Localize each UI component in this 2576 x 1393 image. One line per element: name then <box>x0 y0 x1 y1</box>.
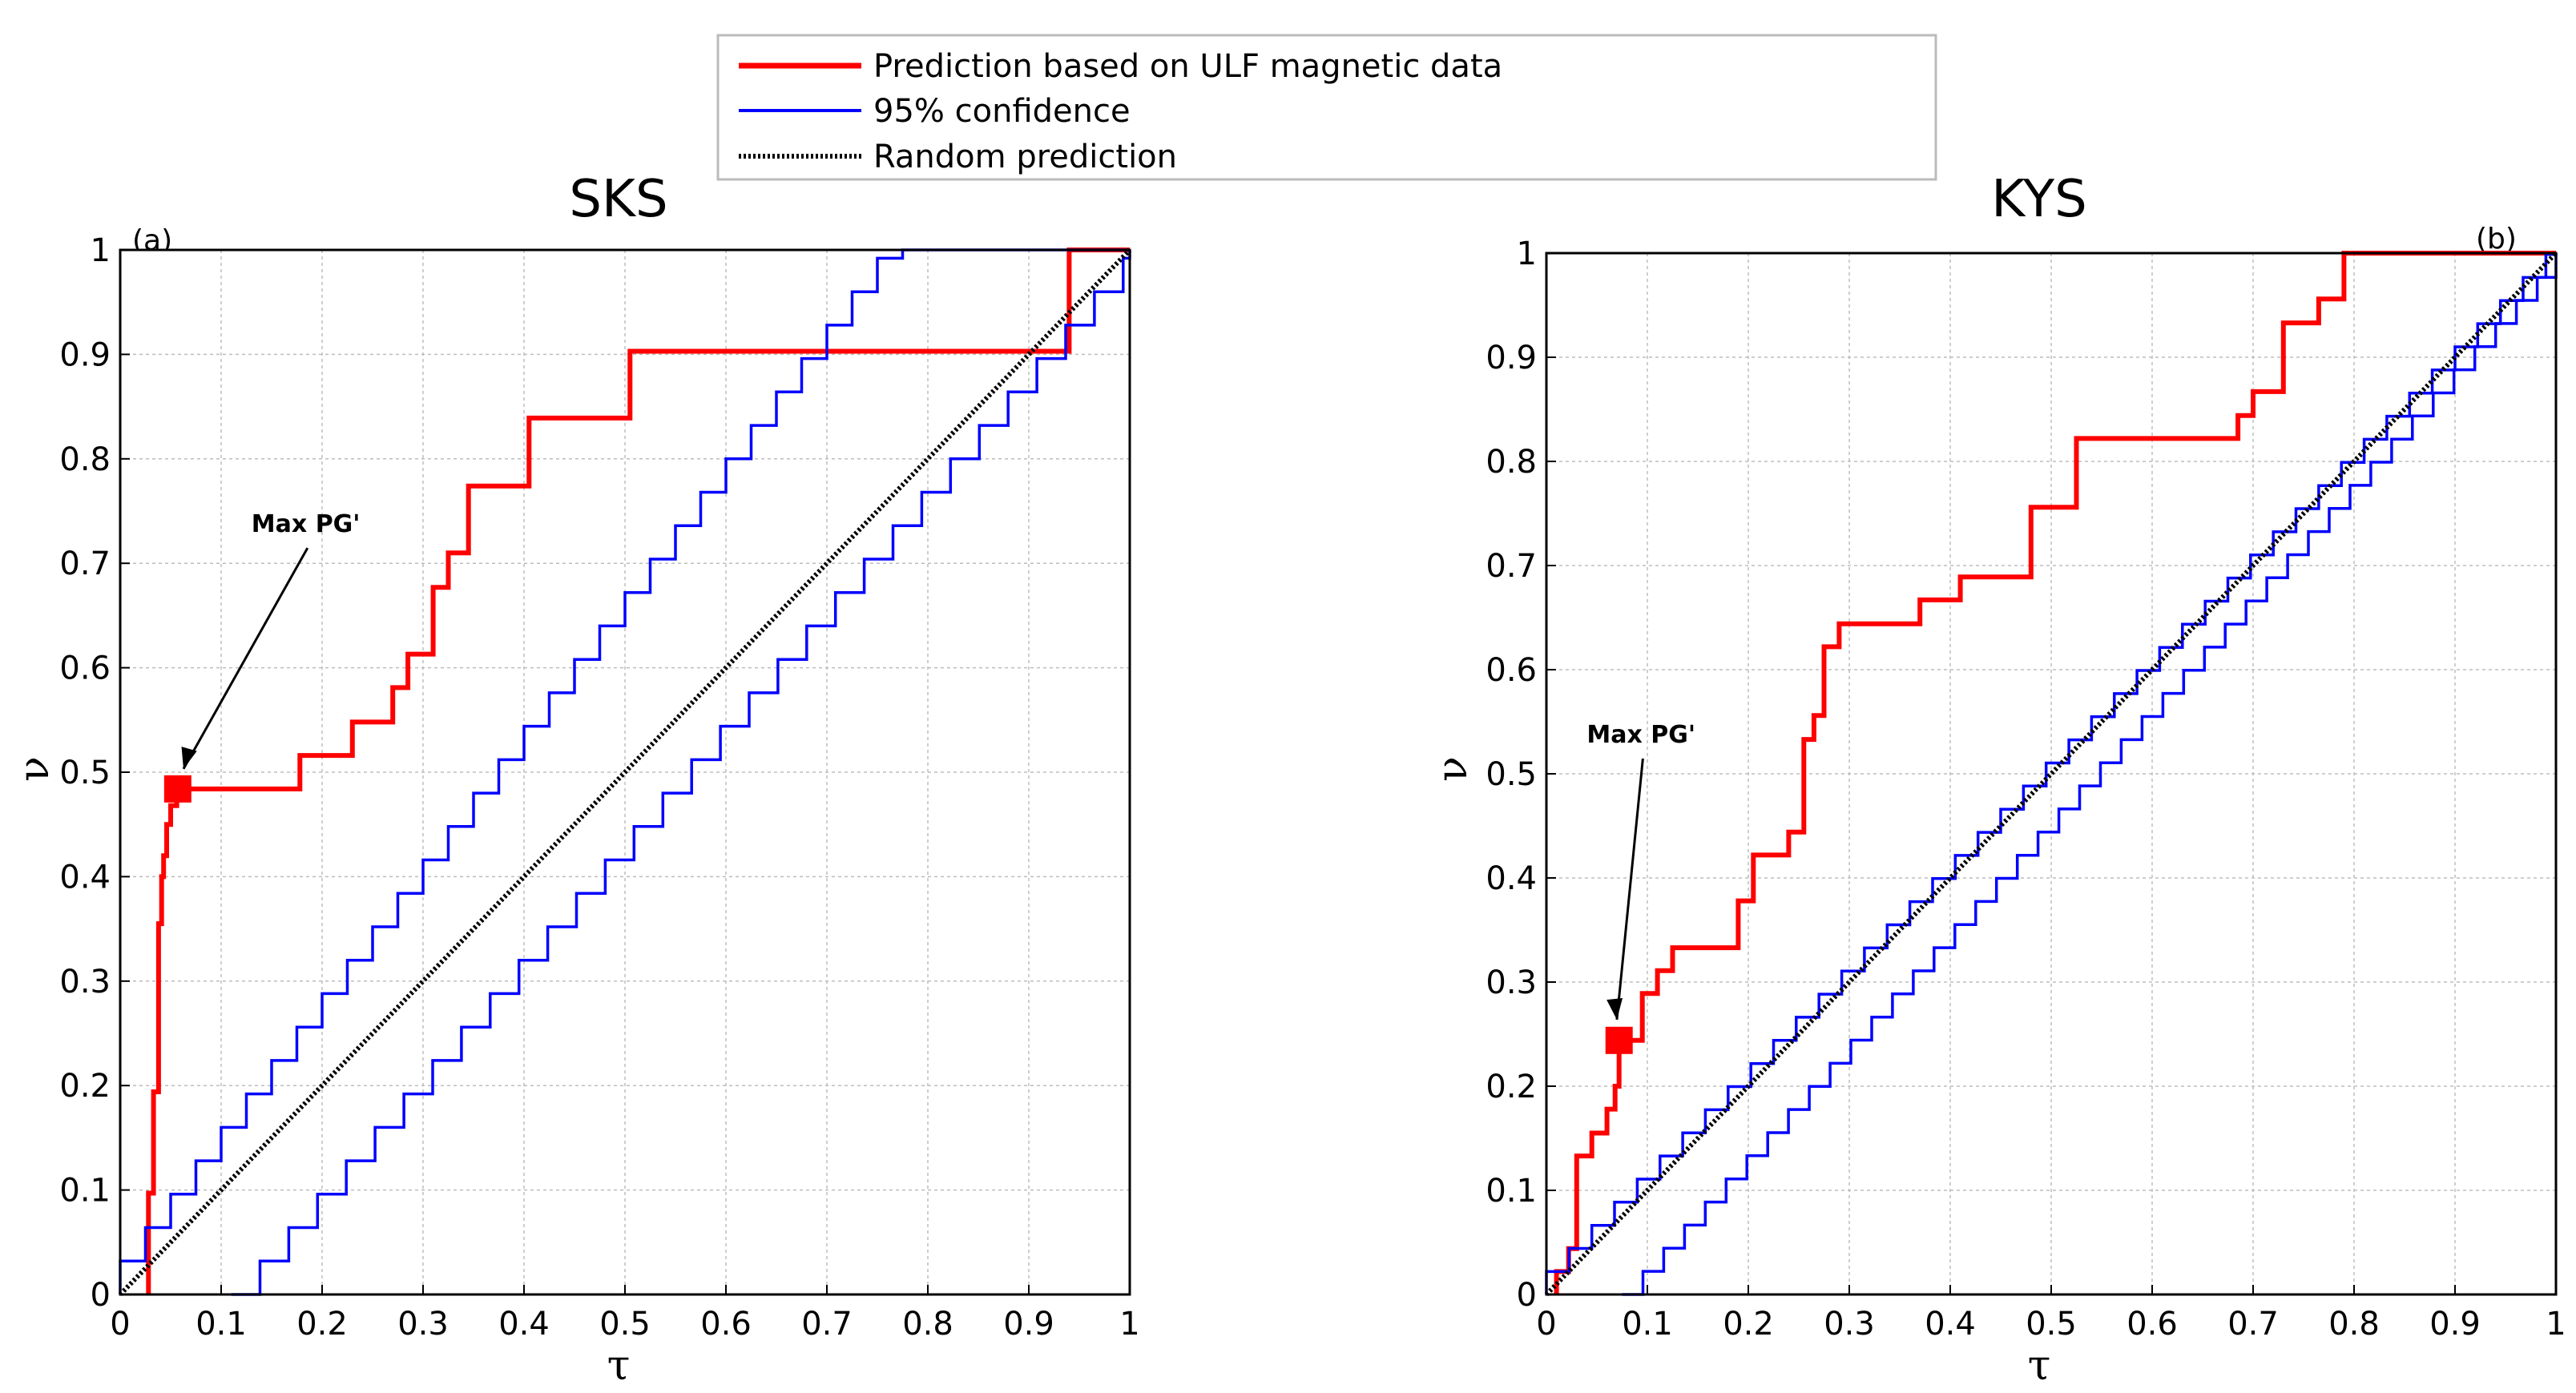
legend-label-confidence: 95% confidence <box>873 93 1131 130</box>
y-tick-label: 0.6 <box>1486 652 1537 689</box>
series-random-line <box>1544 251 2558 1297</box>
annotation-arrow-line <box>182 547 309 770</box>
x-tick-label: 0.6 <box>2127 1306 2178 1343</box>
y-tick-label: 1 <box>1517 236 1537 272</box>
x-tick-label: 0.5 <box>599 1306 651 1343</box>
x-tick-label: 0.1 <box>196 1306 247 1343</box>
x-tick-label: 1 <box>1119 1306 1139 1343</box>
x-tick-label: 0.3 <box>1824 1306 1875 1343</box>
x-tick-label: 0.7 <box>2227 1306 2279 1343</box>
legend: Prediction based on ULF magnetic data 95… <box>716 34 1937 181</box>
series-random-line <box>118 248 1132 1297</box>
y-tick-label: 0 <box>91 1277 111 1314</box>
chart-title-sks: SKS <box>569 170 667 229</box>
annotation-arrow-line <box>1615 758 1644 1021</box>
annotation-text-kys: Max PG' <box>1586 721 1695 749</box>
x-tick-label: 0.9 <box>1003 1306 1054 1343</box>
y-tick-label: 0.1 <box>1486 1173 1537 1210</box>
x-tick-label: 0.2 <box>1723 1306 1774 1343</box>
y-tick-label: 0.4 <box>59 859 111 896</box>
y-axis-label-kys: ν <box>1429 756 1477 782</box>
x-tick-label: 0.6 <box>700 1306 752 1343</box>
max-pg-marker <box>163 775 191 803</box>
x-tick-label: 0.3 <box>397 1306 449 1343</box>
max-pg-marker <box>1605 1026 1633 1054</box>
x-tick-label: 0.7 <box>801 1306 853 1343</box>
y-axis-label-sks: ν <box>10 756 58 782</box>
series-prediction-line <box>146 248 1130 1294</box>
x-tick-label: 0.2 <box>296 1306 348 1343</box>
chart-title-kys: KYS <box>1991 170 2086 229</box>
y-tick-label: 0.6 <box>59 650 111 687</box>
x-axis-label-sks: τ <box>607 1342 631 1390</box>
y-tick-label: 0.2 <box>1486 1069 1537 1105</box>
x-tick-label: 0.8 <box>902 1306 953 1343</box>
y-tick-label: 0.2 <box>59 1068 111 1105</box>
y-tick-label: 0 <box>1517 1277 1537 1314</box>
y-tick-label: 0.3 <box>1486 964 1537 1001</box>
y-tick-label: 0.5 <box>1486 756 1537 793</box>
x-tick-label: 0.1 <box>1622 1306 1673 1343</box>
annotation-arrow-head <box>181 747 197 769</box>
x-tick-label: 1 <box>2546 1306 2566 1343</box>
y-tick-label: 0.8 <box>1486 444 1537 481</box>
legend-label-random: Random prediction <box>873 139 1177 175</box>
y-tick-label: 0.9 <box>59 336 111 373</box>
x-axis-label-kys: τ <box>2028 1342 2051 1390</box>
y-tick-label: 0.9 <box>1486 340 1537 376</box>
y-tick-label: 0.7 <box>1486 548 1537 585</box>
chart-panel-sks: SKS (a) τ ν 0 0.1 0.2 0.3 0.4 0.5 0.6 0.7 0.8 0.9… <box>10 170 1140 1390</box>
tick-labels-sks: 0 0.1 0.2 0.3 0.4 0.5 0.6 0.7 0.8 0.9 1 0 0.1 0.2 0.3 0… <box>59 232 1139 1343</box>
tick-labels-kys: 0 0.1 0.2 0.3 0.4 0.5 0.6 0.7 0.8 0.9 1 0 0.1 0.2 0.3 0… <box>1486 236 2566 1343</box>
x-tick-label: 0.4 <box>498 1306 550 1343</box>
series-confidence-line <box>119 248 1130 1294</box>
y-tick-label: 0.1 <box>59 1173 111 1210</box>
x-tick-label: 0.8 <box>2328 1306 2380 1343</box>
chart-panel-kys: KYS (b) τ ν 0 0.1 0.2 0.3 0.4 0.5 0.6 0.7 0.8 0.9… <box>1429 170 2566 1390</box>
annotation-kys: Max PG' <box>1586 721 1695 749</box>
y-tick-label: 1 <box>91 232 111 269</box>
series-confidence-line <box>1622 253 2558 1296</box>
y-tick-label: 0.3 <box>59 964 111 1000</box>
x-tick-label: 0.4 <box>1925 1306 1976 1343</box>
y-tick-label: 0.7 <box>59 546 111 582</box>
annotation-text-sks: Max PG' <box>252 510 361 538</box>
y-tick-label: 0.4 <box>1486 860 1537 897</box>
x-tick-label: 0 <box>1536 1306 1556 1343</box>
y-tick-label: 0.8 <box>59 441 111 478</box>
x-tick-label: 0.9 <box>2429 1306 2481 1343</box>
series-confidence-line <box>231 250 1131 1296</box>
plot-marks-kys <box>1544 251 2558 1297</box>
series-confidence-line <box>1545 252 2558 1294</box>
legend-label-prediction: Prediction based on ULF magnetic data <box>873 48 1502 85</box>
annotation-arrow-head <box>1606 998 1623 1020</box>
panel-tag-b: (b) <box>2476 223 2517 256</box>
series-prediction-line <box>1554 251 2556 1294</box>
legend-box <box>716 34 1937 181</box>
plot-marks-sks <box>118 248 1132 1297</box>
x-tick-label: 0 <box>110 1306 130 1343</box>
y-tick-label: 0.5 <box>59 755 111 791</box>
x-tick-label: 0.5 <box>2026 1306 2077 1343</box>
annotation-sks: Max PG' <box>252 510 361 538</box>
